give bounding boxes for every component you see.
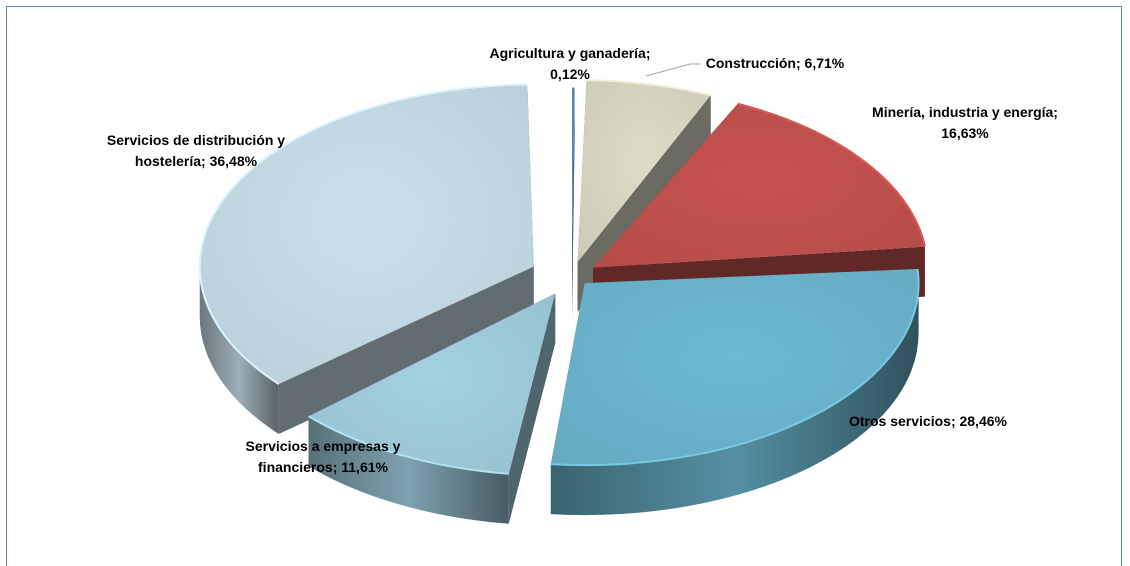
data-label-line: Construcción; 6,71% [706, 55, 845, 71]
data-label-0: Agricultura y ganadería; 0,12% [489, 45, 650, 82]
data-label-2: Minería, industria y energía; 16,63% [872, 104, 1058, 141]
data-label-line: 16,63% [941, 125, 989, 141]
data-label-line: Minería, industria y energía; [872, 104, 1058, 120]
data-label-line: Servicios de distribución y [107, 132, 285, 148]
data-label-line: financieros; 11,61% [258, 459, 389, 475]
data-label-1: Construcción; 6,71% [706, 55, 845, 71]
data-label-line: Servicios a empresas y [246, 438, 401, 454]
pie-slice-0 [572, 89, 575, 321]
data-label-3: Otros servicios; 28,46% [849, 413, 1008, 429]
data-label-line: Otros servicios; 28,46% [849, 413, 1008, 429]
data-label-line: 0,12% [550, 66, 590, 82]
slice-top [551, 269, 919, 465]
pie-slice-3 [551, 269, 919, 515]
data-label-line: hostelería; 36,48% [135, 153, 258, 169]
slice-top [572, 89, 575, 271]
data-label-line: Agricultura y ganadería; [489, 45, 650, 61]
leader-line-construccion [646, 64, 700, 76]
